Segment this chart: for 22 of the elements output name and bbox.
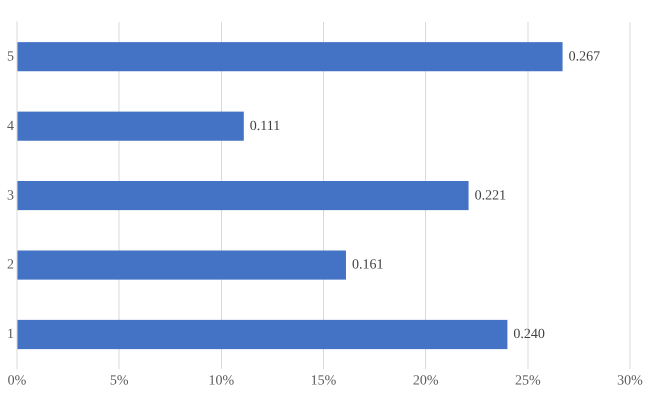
data-label: 0.221 [474,188,506,204]
data-label: 0.240 [513,327,545,342]
y-tick-label: 2 [7,258,14,273]
x-tick-label: 10% [208,373,234,388]
data-label: 0.267 [568,49,600,64]
data-label: 0.111 [250,118,280,134]
data-label: 0.161 [352,258,384,273]
bar [18,250,346,280]
y-tick-label: 3 [7,188,14,204]
x-tick-label: 15% [310,373,337,388]
x-tick-label: 25% [514,373,541,388]
x-tick-label: 0% [8,373,27,388]
bar [18,42,563,72]
y-tick-label: 1 [7,327,14,342]
bar [18,181,469,210]
x-tick-label: 30% [617,373,644,388]
y-tick-label: 4 [7,118,14,134]
x-tick-label: 20% [412,373,439,388]
bar [18,320,508,350]
bar [18,112,244,141]
x-tick-label: 5% [110,373,129,388]
y-tick-label: 5 [7,49,14,64]
